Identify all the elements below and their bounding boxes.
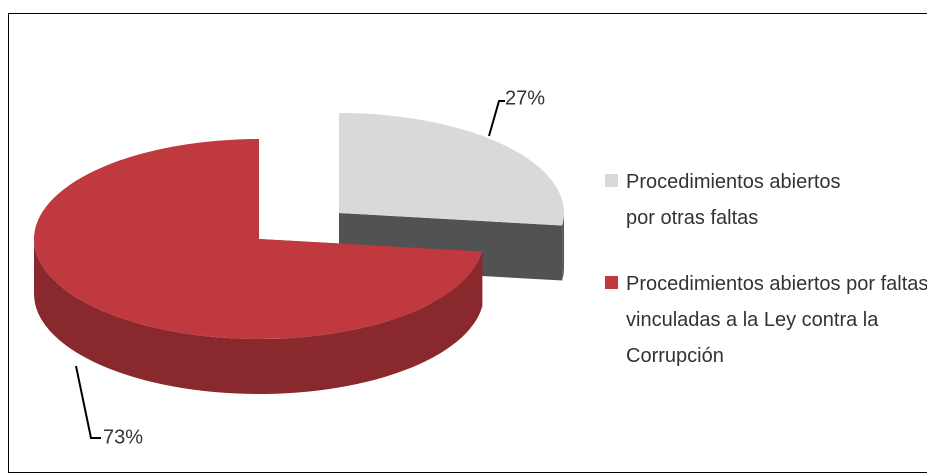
- chart: 27% 73%: [33, 87, 565, 448]
- legend-label: Procedimientos abiertos por otras faltas: [626, 171, 841, 229]
- leader-line: [75, 365, 101, 439]
- chart-frame: 27% 73% Procedimientos abiertos por otras…: [8, 13, 927, 473]
- data-label: 73%: [103, 426, 143, 448]
- slice: [339, 113, 565, 226]
- legend-label: Procedimientos abiertos por faltas vincu…: [626, 273, 927, 367]
- legend: Procedimientos abiertos por otras faltas…: [605, 164, 927, 404]
- slice: [33, 139, 483, 340]
- legend-swatch: [605, 276, 618, 289]
- legend-item: Procedimientos abiertos por faltas vincu…: [605, 266, 927, 374]
- slice-side: [562, 213, 564, 281]
- page: 27% 73% Procedimientos abiertos por otras…: [8, 13, 927, 473]
- data-label: 27%: [505, 87, 545, 109]
- slice-side: [34, 239, 483, 394]
- legend-swatch: [605, 174, 618, 187]
- leader-line: [488, 100, 505, 137]
- legend-item: Procedimientos abiertos por otras faltas: [605, 164, 927, 236]
